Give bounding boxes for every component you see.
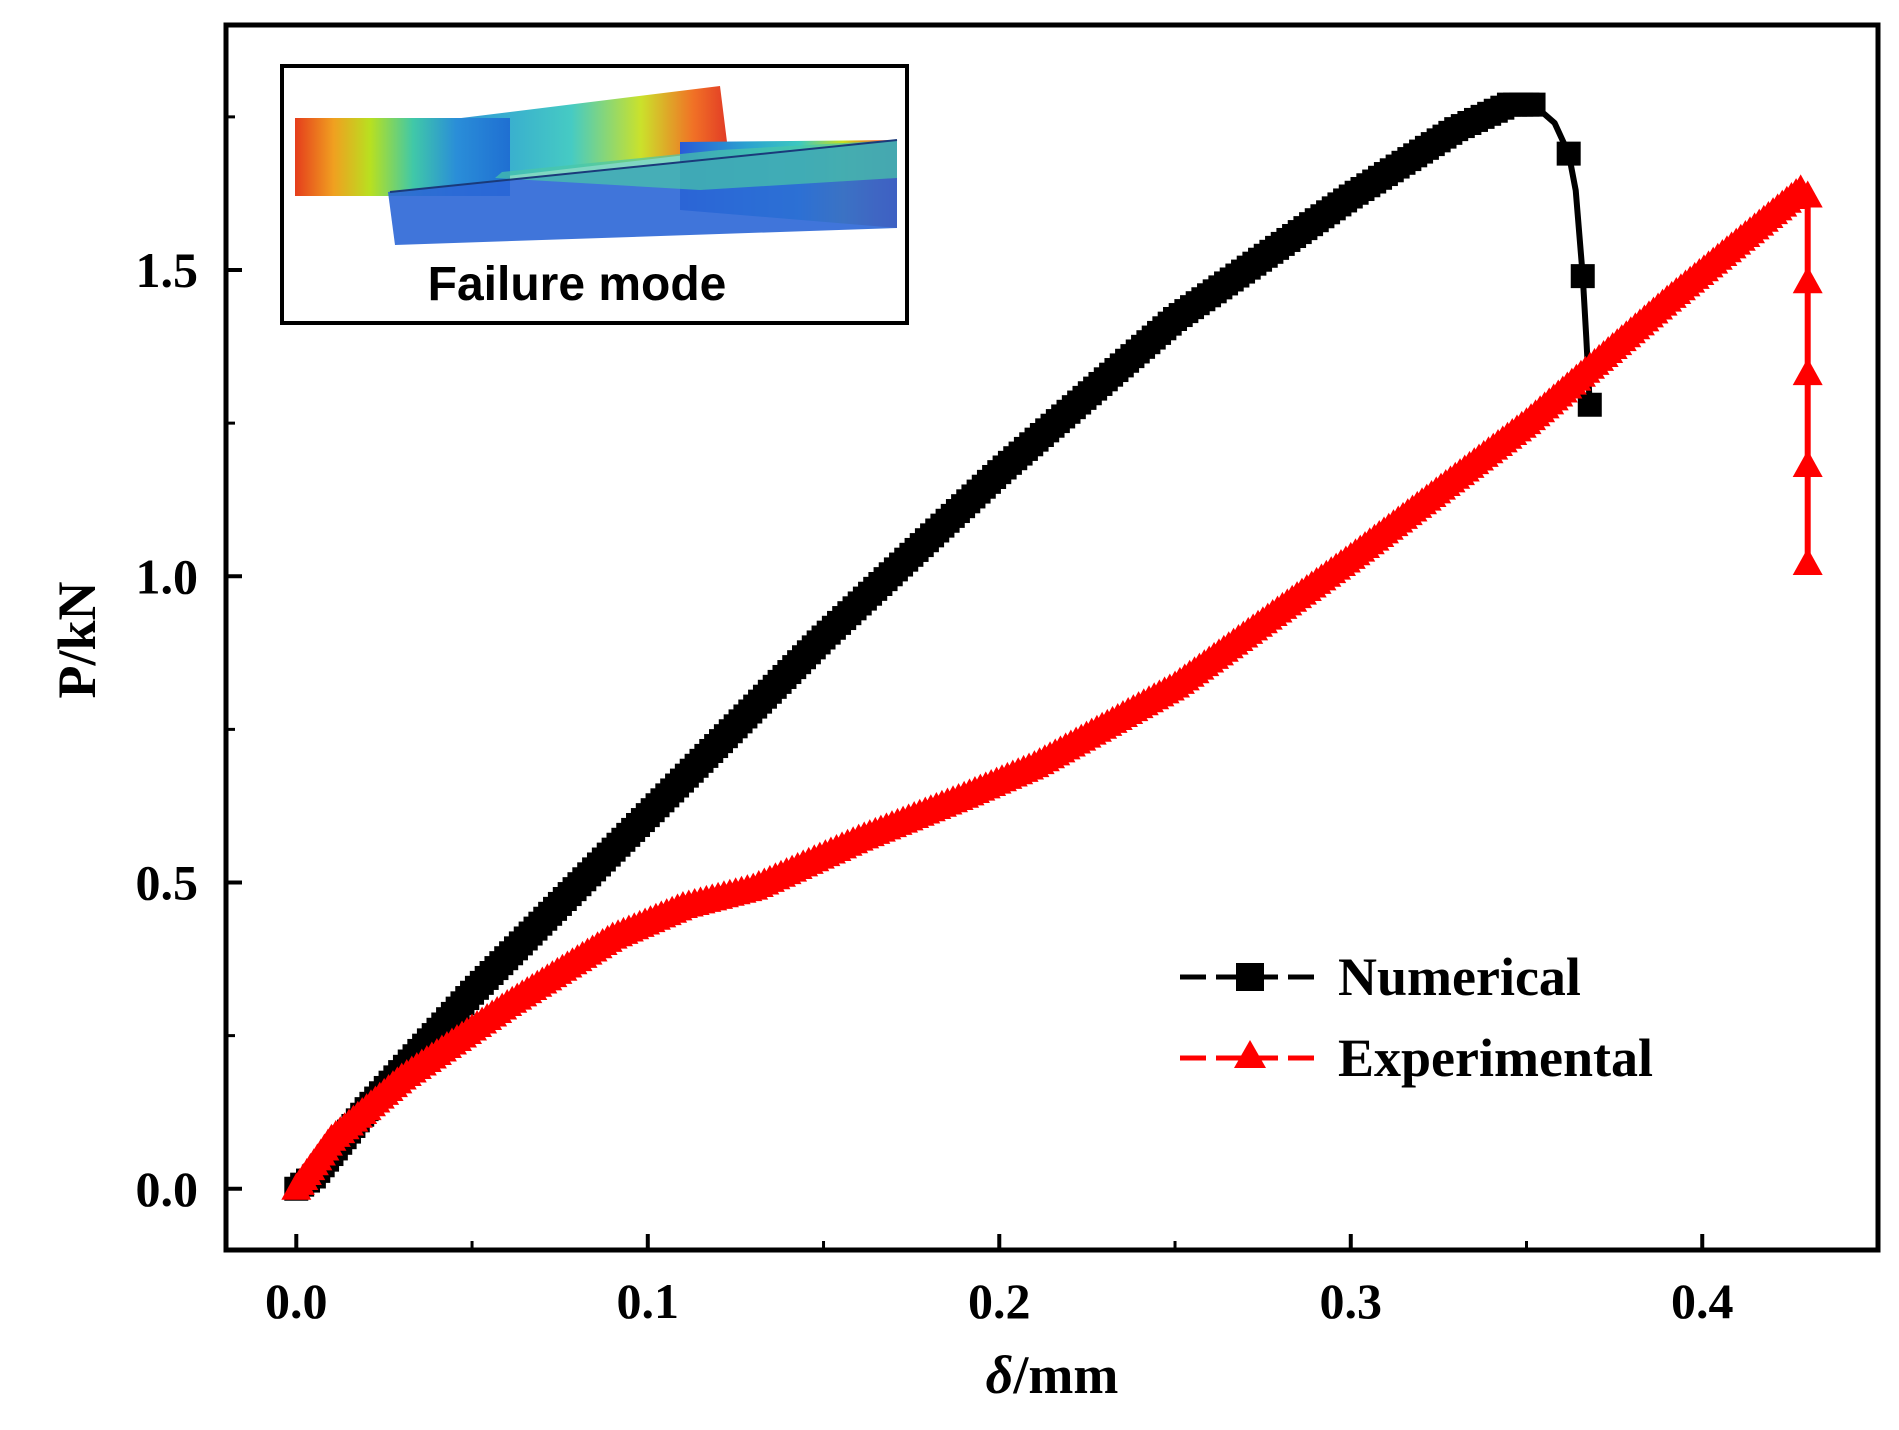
- y-tick-label: 1.5: [136, 242, 199, 298]
- legend-label-numerical: Numerical: [1338, 947, 1581, 1007]
- x-axis-label: δ/mm: [986, 1345, 1119, 1405]
- data-point: [1792, 450, 1823, 477]
- legend-marker-numerical: [1236, 963, 1264, 991]
- x-axis-ticks: 0.0 0.1 0.2 0.3 0.4: [265, 1234, 1880, 1329]
- y-axis-ticks: 0.0 0.5 1.0 1.5: [136, 115, 242, 1217]
- series-numerical: [284, 92, 1602, 1201]
- y-tick-label: 0.5: [136, 855, 199, 911]
- data-point: [1521, 92, 1546, 117]
- data-point: [1570, 264, 1595, 289]
- x-axis-label-unit: /mm: [1012, 1345, 1118, 1405]
- inset: Failure mode: [280, 64, 909, 325]
- y-axis-label: P/kN: [47, 581, 107, 698]
- failure-mode-image: [295, 86, 898, 245]
- data-point: [1792, 358, 1823, 386]
- data-point: [1792, 180, 1823, 208]
- data-point: [1556, 141, 1581, 166]
- legend-item-experimental: Experimental: [1180, 1028, 1653, 1088]
- legend-item-numerical: Numerical: [1180, 947, 1581, 1007]
- legend: Numerical Experimental: [1180, 947, 1653, 1088]
- x-axis-label-symbol: δ: [986, 1345, 1014, 1405]
- x-tick-label: 0.0: [265, 1273, 328, 1329]
- data-point: [1792, 548, 1823, 575]
- x-tick-label: 0.4: [1671, 1273, 1734, 1329]
- bond-line: [389, 139, 898, 193]
- y-tick-label: 0.0: [136, 1161, 199, 1217]
- series-layer: [281, 92, 1823, 1201]
- overlap-region: [495, 140, 897, 190]
- data-point: [1792, 266, 1823, 294]
- x-tick-label: 0.1: [617, 1273, 680, 1329]
- x-tick-label: 0.3: [1320, 1273, 1383, 1329]
- x-tick-label: 0.2: [968, 1273, 1031, 1329]
- left-adherend: [295, 118, 510, 196]
- plot-frame: [223, 22, 1881, 1253]
- legend-label-experimental: Experimental: [1338, 1028, 1653, 1088]
- legend-marker-experimental: [1234, 1040, 1266, 1068]
- y-tick-label: 1.0: [136, 548, 199, 604]
- inset-label: Failure mode: [428, 258, 727, 311]
- data-point: [1577, 392, 1602, 417]
- series-experimental: [281, 174, 1823, 1200]
